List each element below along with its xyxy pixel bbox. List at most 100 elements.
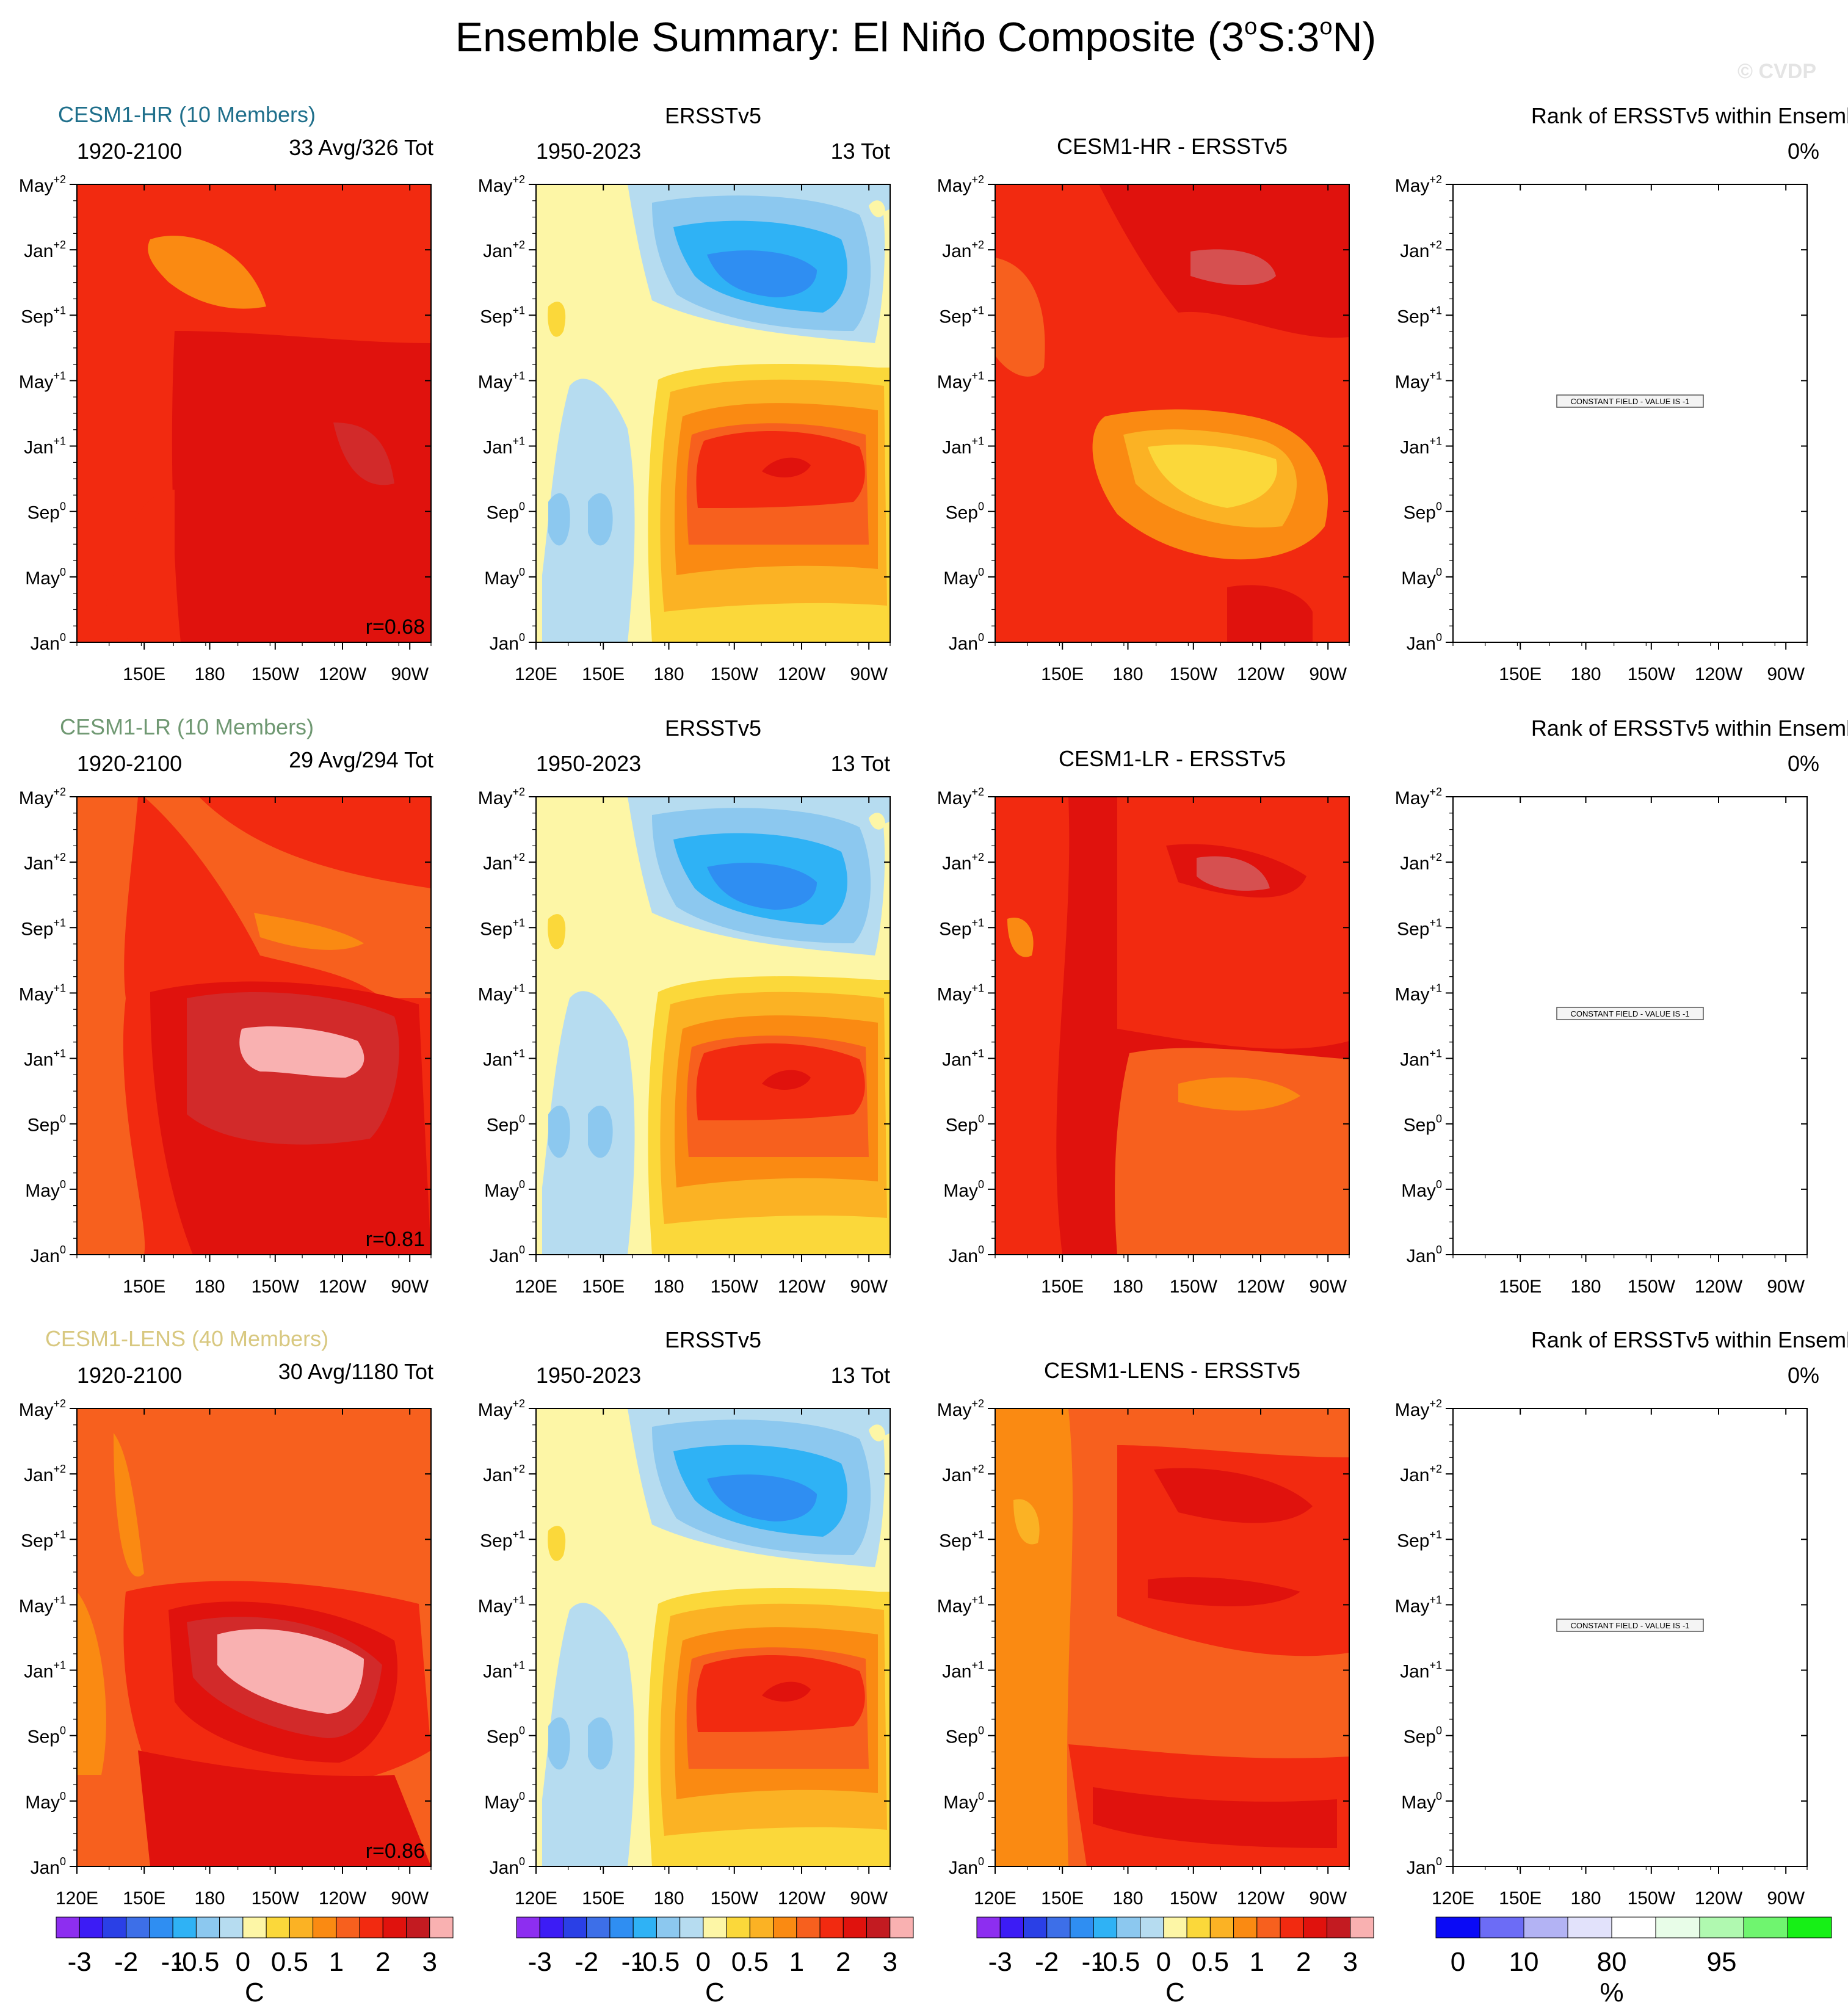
y-tick-label: May+2 xyxy=(19,786,66,808)
y-tick-sup: +2 xyxy=(1429,1463,1442,1475)
y-tick-sup: +1 xyxy=(512,1594,525,1606)
pattern-correlation: r=0.81 xyxy=(366,1228,425,1251)
x-tick-label: 120W xyxy=(319,664,367,684)
x-tick-label: 90W xyxy=(850,1277,888,1297)
y-tick-label: May+2 xyxy=(937,1398,984,1420)
x-tick-label: 120W xyxy=(778,664,826,684)
x-tick-label: 150E xyxy=(1041,1277,1084,1297)
x-tick-label: 180 xyxy=(194,1277,225,1297)
colorbar-label: 2 xyxy=(1296,1947,1311,1977)
y-tick-sup: +1 xyxy=(512,916,525,929)
colorbar-unit: C xyxy=(705,1978,725,2007)
y-tick-label: Jan+2 xyxy=(483,1463,525,1485)
y-tick-sup: 0 xyxy=(60,1113,66,1125)
colorbar-swatch xyxy=(726,1916,750,1938)
y-tick-base: May xyxy=(19,984,54,1004)
y-tick-sup: +1 xyxy=(512,304,525,316)
x-tick-label: 150W xyxy=(1628,664,1676,684)
y-tick-sup: +1 xyxy=(53,304,66,316)
x-tick-label: 150W xyxy=(1170,1888,1218,1909)
x-tick-label: 150W xyxy=(1170,664,1218,684)
x-tick-label: 120W xyxy=(319,1277,367,1297)
colorbar-swatch xyxy=(679,1916,704,1938)
y-tick-label: Jan0 xyxy=(1407,1855,1442,1878)
y-tick-sup: 0 xyxy=(1436,1113,1442,1125)
obs-counts: 13 Tot xyxy=(831,139,890,164)
y-tick-label: Jan0 xyxy=(490,1244,525,1266)
y-tick-sup: +1 xyxy=(1429,1659,1442,1672)
x-tick-label: 150W xyxy=(1628,1888,1676,1909)
constant-field-note: CONSTANT FIELD - VALUE IS -1 xyxy=(1556,1007,1704,1020)
y-tick-label: Jan0 xyxy=(31,631,66,654)
colorbar-swatch xyxy=(1256,1916,1281,1938)
y-tick-sup: 0 xyxy=(1436,566,1442,578)
colorbar-swatch xyxy=(1655,1916,1700,1938)
colorbar-label: -3 xyxy=(528,1947,552,1977)
y-tick-sup: +1 xyxy=(512,1659,525,1672)
y-tick-label: Sep+1 xyxy=(1397,1528,1442,1551)
obs-years: 1950-2023 xyxy=(536,139,641,164)
y-tick-sup: +1 xyxy=(1429,435,1442,448)
y-tick-base: Sep xyxy=(1397,919,1429,939)
y-tick-label: Sep0 xyxy=(27,1113,66,1136)
y-tick-base: May xyxy=(943,568,978,589)
y-tick-base: Jan xyxy=(483,1050,512,1070)
x-tick-label: 150E xyxy=(1499,1277,1542,1297)
y-tick-sup: +2 xyxy=(971,173,984,186)
y-tick-label: Jan+1 xyxy=(942,435,984,458)
x-tick-label: 150W xyxy=(1170,1277,1218,1297)
y-tick-sup: 0 xyxy=(978,1178,984,1191)
y-tick-sup: +1 xyxy=(53,982,66,994)
field-contours xyxy=(77,1409,431,1866)
field-fill xyxy=(77,184,431,642)
y-tick-label: Jan+2 xyxy=(24,1463,66,1485)
y-tick-base: May xyxy=(1401,1793,1436,1813)
x-tick-label: 120W xyxy=(1695,1888,1743,1909)
y-tick-sup: +2 xyxy=(512,1463,525,1475)
rank-percent: 0% xyxy=(1788,751,1819,776)
y-tick-label: Jan+2 xyxy=(483,851,525,874)
y-tick-base: Jan xyxy=(483,241,512,261)
y-tick-label: Sep0 xyxy=(27,1725,66,1747)
y-tick-label: May+2 xyxy=(478,786,525,808)
y-tick-sup: 0 xyxy=(978,631,984,644)
colorbar-swatch xyxy=(336,1916,360,1938)
rank-title: Rank of ERSSTv5 within Ensemble xyxy=(1531,103,1848,128)
y-tick-sup: 0 xyxy=(978,501,984,513)
y-tick-label: Sep+1 xyxy=(480,1528,525,1551)
colorbar-swatch xyxy=(1186,1916,1211,1938)
y-tick-label: Sep+1 xyxy=(480,304,525,327)
y-tick-base: May xyxy=(19,788,54,808)
y-tick-label: May+1 xyxy=(19,369,66,392)
field-fill xyxy=(995,797,1349,1255)
x-tick-label: 150W xyxy=(711,1277,759,1297)
x-tick-label: 180 xyxy=(1570,664,1601,684)
obs-years: 1950-2023 xyxy=(536,751,641,776)
y-tick-label: Sep+1 xyxy=(939,1528,984,1551)
y-tick-sup: +2 xyxy=(1429,173,1442,186)
field-fill xyxy=(536,184,890,642)
note-box xyxy=(1556,394,1704,408)
y-tick-base: Jan xyxy=(1407,634,1436,654)
note-text: CONSTANT FIELD - VALUE IS -1 xyxy=(1570,397,1689,406)
y-tick-base: May xyxy=(19,1596,54,1616)
constant-field-note: CONSTANT FIELD - VALUE IS -1 xyxy=(1556,1619,1704,1632)
y-tick-base: Jan xyxy=(949,1246,978,1266)
y-tick-base: Jan xyxy=(483,1662,512,1682)
x-tick-label: 90W xyxy=(1767,1888,1805,1909)
y-tick-sup: +2 xyxy=(53,1463,66,1475)
colorbar-swatch xyxy=(1046,1916,1071,1938)
colorbar-swatch xyxy=(976,1916,1001,1938)
y-tick-label: May+1 xyxy=(19,1594,66,1616)
x-tick-label: 90W xyxy=(391,1277,429,1297)
y-tick-label: Jan+2 xyxy=(483,239,525,261)
y-tick-sup: 0 xyxy=(60,1725,66,1737)
y-tick-label: Jan+2 xyxy=(24,851,66,874)
y-tick-base: Jan xyxy=(24,1050,53,1070)
model-years: 1920-2100 xyxy=(77,751,182,776)
field-fill xyxy=(77,797,431,1255)
model-years: 1920-2100 xyxy=(77,139,182,164)
x-tick-label: 180 xyxy=(1112,1888,1143,1909)
rank-field xyxy=(1453,797,1807,1255)
